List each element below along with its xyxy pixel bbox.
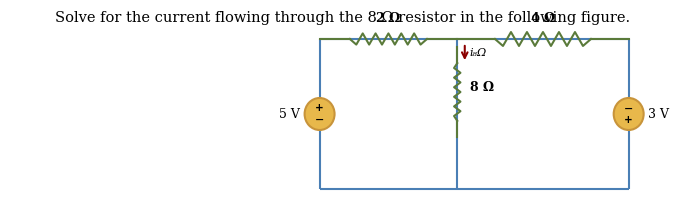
Text: +: +: [315, 103, 324, 113]
Text: +: +: [624, 115, 633, 125]
Text: 5 V: 5 V: [279, 107, 300, 120]
Text: i₈Ω: i₈Ω: [469, 48, 486, 58]
Ellipse shape: [305, 98, 335, 130]
Text: −: −: [624, 103, 633, 113]
Text: 4 Ω: 4 Ω: [531, 12, 555, 25]
Text: 3 V: 3 V: [648, 107, 670, 120]
Text: 8 Ω: 8 Ω: [471, 81, 495, 93]
Text: Solve for the current flowing through the 8 Ω resistor in the following figure.: Solve for the current flowing through th…: [56, 11, 630, 25]
Text: −: −: [315, 115, 324, 125]
Ellipse shape: [614, 98, 643, 130]
Text: 2 Ω: 2 Ω: [377, 12, 401, 25]
